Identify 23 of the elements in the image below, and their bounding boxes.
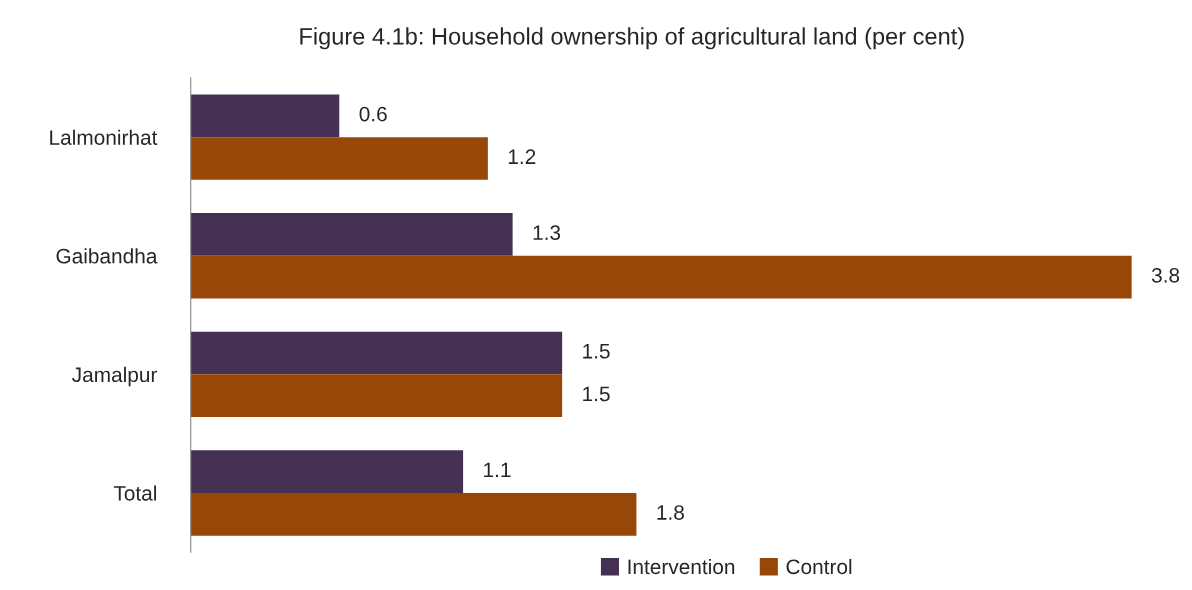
bar <box>190 94 340 138</box>
legend-label: Control <box>786 558 852 575</box>
data-label: 1.3 <box>533 225 561 241</box>
bar <box>190 255 1132 299</box>
y-tick-label: Gaibandha <box>56 248 158 264</box>
data-label: 1.5 <box>583 344 610 359</box>
y-tick-label: Lalmonirhat <box>50 129 158 145</box>
data-label: 1.5 <box>583 386 610 402</box>
data-label: 3.8 <box>1151 267 1180 283</box>
data-label: 0.6 <box>359 106 387 122</box>
data-label: 1.2 <box>508 149 536 164</box>
bar <box>190 213 513 256</box>
data-label: 1.1 <box>484 462 511 477</box>
bar <box>190 137 488 180</box>
bar <box>190 374 563 418</box>
bar <box>190 331 563 375</box>
data-label: 1.8 <box>657 505 684 520</box>
chart-title: Figure 4.1b: Household ownership of agricultural land (per cent) <box>300 27 964 50</box>
legend-label: Intervention <box>628 558 735 575</box>
bar <box>190 492 637 536</box>
y-tick-label: Total <box>113 485 156 501</box>
bar <box>190 450 464 493</box>
y-tick-label: Jamalpur <box>72 366 158 387</box>
